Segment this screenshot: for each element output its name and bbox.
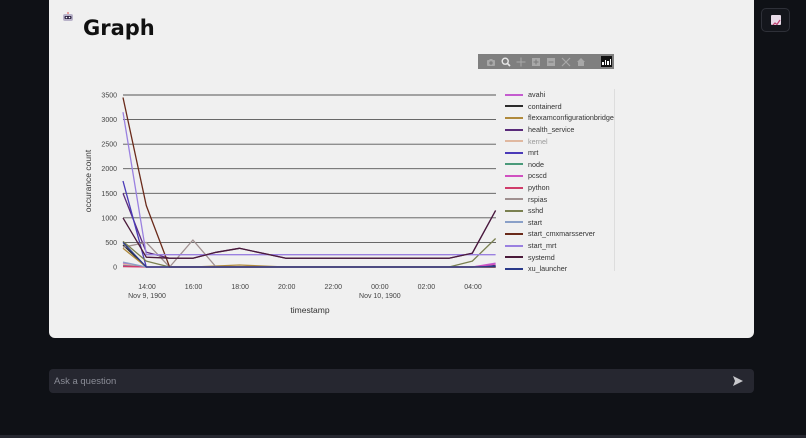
legend-swatch: [505, 209, 523, 212]
y-tick-label: 3000: [101, 117, 117, 124]
legend-swatch: [505, 174, 523, 177]
y-tick-label: 2500: [101, 142, 117, 149]
legend-item-flexxamconfigurationbridge[interactable]: flexxamconfigurationbridge: [505, 112, 614, 124]
bottom-border: [0, 435, 806, 438]
legend-swatch: [505, 140, 523, 143]
chart-icon: [770, 15, 781, 25]
x-tick-label: 02:00: [418, 284, 436, 291]
legend-item-sshd[interactable]: sshd: [505, 205, 614, 217]
series-line-xu_launcher[interactable]: [122, 241, 496, 268]
legend-swatch: [505, 198, 523, 201]
plotly-logo-icon[interactable]: [601, 56, 612, 67]
series-line-start[interactable]: [122, 261, 496, 268]
legend-label: health_service: [528, 125, 575, 135]
chart-modebar: [478, 54, 614, 69]
y-tick-label: 3500: [101, 93, 117, 100]
legend-label: mrt: [528, 148, 539, 158]
chat-input-bar: [49, 369, 754, 393]
legend-label: rspias: [528, 194, 548, 204]
series-line-start_cmxmarsserver[interactable]: [122, 97, 496, 268]
x-tick-sublabel: Nov 9, 1900: [128, 293, 166, 300]
series-line-health_service[interactable]: [122, 193, 497, 259]
legend-label: containerd: [528, 101, 562, 111]
legend-swatch: [505, 151, 523, 154]
legend-label: avahi: [528, 90, 546, 100]
x-tick-label: 22:00: [325, 284, 343, 291]
legend-label: start_mrt: [528, 241, 557, 251]
legend-label: start: [528, 217, 542, 227]
x-tick-label: 20:00: [278, 284, 296, 291]
legend-label: kernel: [528, 136, 548, 146]
legend-swatch: [505, 256, 523, 259]
x-axis-label: timestamp: [290, 305, 329, 315]
legend-item-pcscd[interactable]: pcscd: [505, 170, 614, 182]
x-tick-label: 14:00: [138, 284, 156, 291]
legend-label: xu_launcher: [528, 264, 568, 274]
legend-label: flexxamconfigurationbridge: [528, 113, 614, 123]
legend-item-systemd[interactable]: systemd: [505, 251, 614, 263]
legend-item-avahi[interactable]: avahi: [505, 89, 614, 101]
legend-label: node: [528, 159, 544, 169]
y-tick-label: 0: [113, 265, 117, 272]
legend-item-kernel[interactable]: kernel: [505, 135, 614, 147]
legend-swatch: [505, 221, 523, 224]
y-tick-label: 500: [105, 240, 117, 247]
series-line-systemd[interactable]: [122, 210, 497, 259]
x-tick-label: 00:00: [371, 284, 389, 291]
autoscale-icon[interactable]: [559, 55, 572, 68]
y-tick-label: 1000: [101, 215, 117, 222]
legend-item-containerd[interactable]: containerd: [505, 101, 614, 113]
legend-label: sshd: [528, 206, 544, 216]
legend-item-mrt[interactable]: mrt: [505, 147, 614, 159]
x-tick-label: 16:00: [185, 284, 203, 291]
legend-label: systemd: [528, 252, 555, 262]
legend-item-node[interactable]: node: [505, 159, 614, 171]
x-tick-label: 04:00: [464, 284, 482, 291]
legend-item-health_service[interactable]: health_service: [505, 124, 614, 136]
series-line-start_mrt[interactable]: [122, 112, 496, 256]
legend-swatch: [505, 186, 523, 189]
y-axis-label: occurance count: [83, 149, 93, 212]
chart-legend: avahi containerd flexxamconfigurationbridg…: [505, 89, 614, 275]
zoom-icon[interactable]: [499, 55, 512, 68]
x-tick-label: 18:00: [231, 284, 249, 291]
legend-swatch: [505, 116, 523, 119]
question-input[interactable]: [54, 375, 732, 387]
series-line-rspias[interactable]: [122, 239, 496, 268]
legend-item-start_cmxmarsserver[interactable]: start_cmxmarsserver: [505, 228, 614, 240]
send-icon: [733, 376, 743, 386]
legend-item-xu_launcher[interactable]: xu_launcher: [505, 263, 614, 275]
y-tick-label: 1500: [101, 191, 117, 198]
y-tick-label: 2000: [101, 166, 117, 173]
legend-item-rspias[interactable]: rspias: [505, 193, 614, 205]
legend-swatch: [505, 232, 523, 235]
legend-item-python[interactable]: python: [505, 182, 614, 194]
legend-swatch: [505, 128, 523, 131]
line-chart[interactable]: 0 500 1000 1500 2000 2500 3000 3500 14:00 Nov 9, …: [0, 0, 806, 330]
legend-swatch: [505, 267, 523, 270]
chart-toggle-button[interactable]: [761, 8, 790, 32]
legend-swatch: [505, 163, 523, 166]
legend-label: python: [528, 183, 550, 193]
page-title: Graph: [83, 16, 155, 40]
camera-icon[interactable]: [484, 55, 497, 68]
legend-label: pcscd: [528, 171, 547, 181]
robot-avatar-icon: [63, 12, 73, 21]
legend-label: start_cmxmarsserver: [528, 229, 596, 239]
legend-swatch: [505, 93, 523, 96]
zoom-in-icon[interactable]: [529, 55, 542, 68]
zoom-out-icon[interactable]: [544, 55, 557, 68]
legend-item-start_mrt[interactable]: start_mrt: [505, 240, 614, 252]
home-icon[interactable]: [574, 55, 587, 68]
legend-swatch: [505, 244, 523, 247]
legend-swatch: [505, 105, 523, 108]
legend-scrollbar[interactable]: [614, 89, 615, 271]
legend-item-start[interactable]: start: [505, 217, 614, 229]
x-tick-sublabel: Nov 10, 1900: [359, 293, 401, 300]
send-button[interactable]: [732, 375, 744, 387]
pan-icon[interactable]: [514, 55, 527, 68]
